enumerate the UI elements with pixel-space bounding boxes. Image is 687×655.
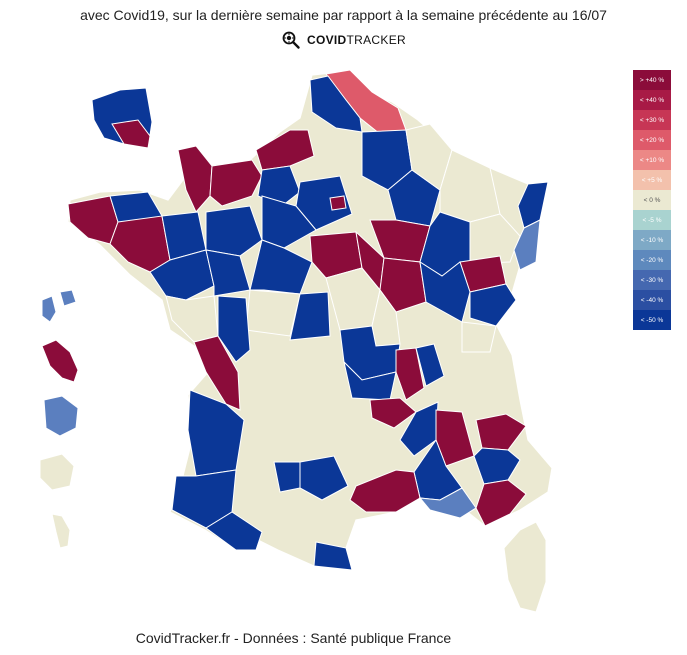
dept-rhone	[415, 343, 445, 387]
dept-ain	[461, 321, 497, 353]
legend-item: < -5 %	[633, 210, 671, 230]
dept-mayotte	[51, 513, 71, 549]
dept-calvados-orne	[209, 159, 263, 207]
dept-saone-loire	[419, 260, 471, 323]
dept-haut-rhin	[513, 219, 541, 271]
dept-cote-or	[379, 257, 427, 313]
magnifier-virus-icon	[282, 31, 300, 49]
dept-var-alpes-maritimes	[475, 479, 527, 527]
legend-item: < 0 %	[633, 190, 671, 210]
dept-pyrenees-atlantiques	[205, 511, 263, 551]
color-legend: > +40 % < +40 % < +30 % < +20 % < +10 % < +5 …	[633, 70, 671, 330]
dept-haute-loire	[399, 401, 439, 457]
dept-indre	[289, 291, 331, 341]
dept-reunion	[39, 453, 75, 491]
dept-guadeloupe	[41, 289, 77, 323]
legend-item: < +30 %	[633, 110, 671, 130]
dept-savoie	[475, 413, 527, 451]
legend-item: < +20 %	[633, 130, 671, 150]
dept-mayenne-sarthe	[205, 205, 263, 257]
dept-deux-sevres	[217, 295, 251, 363]
dept-doubs	[469, 283, 517, 327]
dept-meuse-moselle	[439, 149, 501, 223]
legend-item: < -20 %	[633, 250, 671, 270]
dept-loire	[395, 347, 425, 401]
brand-name: COVIDTRACKER	[307, 33, 406, 47]
dept-martinique	[41, 339, 79, 383]
brand-logo: COVIDTRACKER	[0, 30, 687, 50]
dept-pas-de-calais	[309, 75, 363, 133]
chart-title: avec Covid19, sur la dernière semaine pa…	[80, 7, 607, 23]
dept-paris	[329, 195, 347, 211]
legend-item: < -40 %	[633, 290, 671, 310]
dept-finistere	[67, 195, 119, 245]
dept-cantal	[369, 397, 417, 429]
dept-eure	[257, 165, 301, 207]
dept-guyane	[43, 395, 79, 437]
dept-corse	[503, 521, 547, 613]
legend-item: > +40 %	[633, 70, 671, 90]
legend-item: < -10 %	[633, 230, 671, 250]
dept-gard-herault	[349, 469, 421, 513]
legend-item: < +40 %	[633, 90, 671, 110]
dept-lot-et-garonne	[273, 461, 301, 493]
legend-item: < +10 %	[633, 150, 671, 170]
dept-isere	[435, 409, 475, 467]
dept-ile-de-france-inset-b	[111, 119, 151, 149]
dept-ile-de-france	[295, 175, 353, 231]
dept-maine-loire	[205, 249, 251, 297]
dept-marne	[387, 169, 441, 227]
source-caption: CovidTracker.fr - Données : Santé publiq…	[135, 630, 452, 646]
dept-vendee	[165, 295, 219, 343]
dept-aude	[313, 541, 353, 571]
legend-item: < -30 %	[633, 270, 671, 290]
legend-item: < +5 %	[633, 170, 671, 190]
legend-item: < -50 %	[633, 310, 671, 330]
dept-eure-loir	[261, 195, 317, 249]
dept-puy-de-dome	[343, 360, 397, 401]
